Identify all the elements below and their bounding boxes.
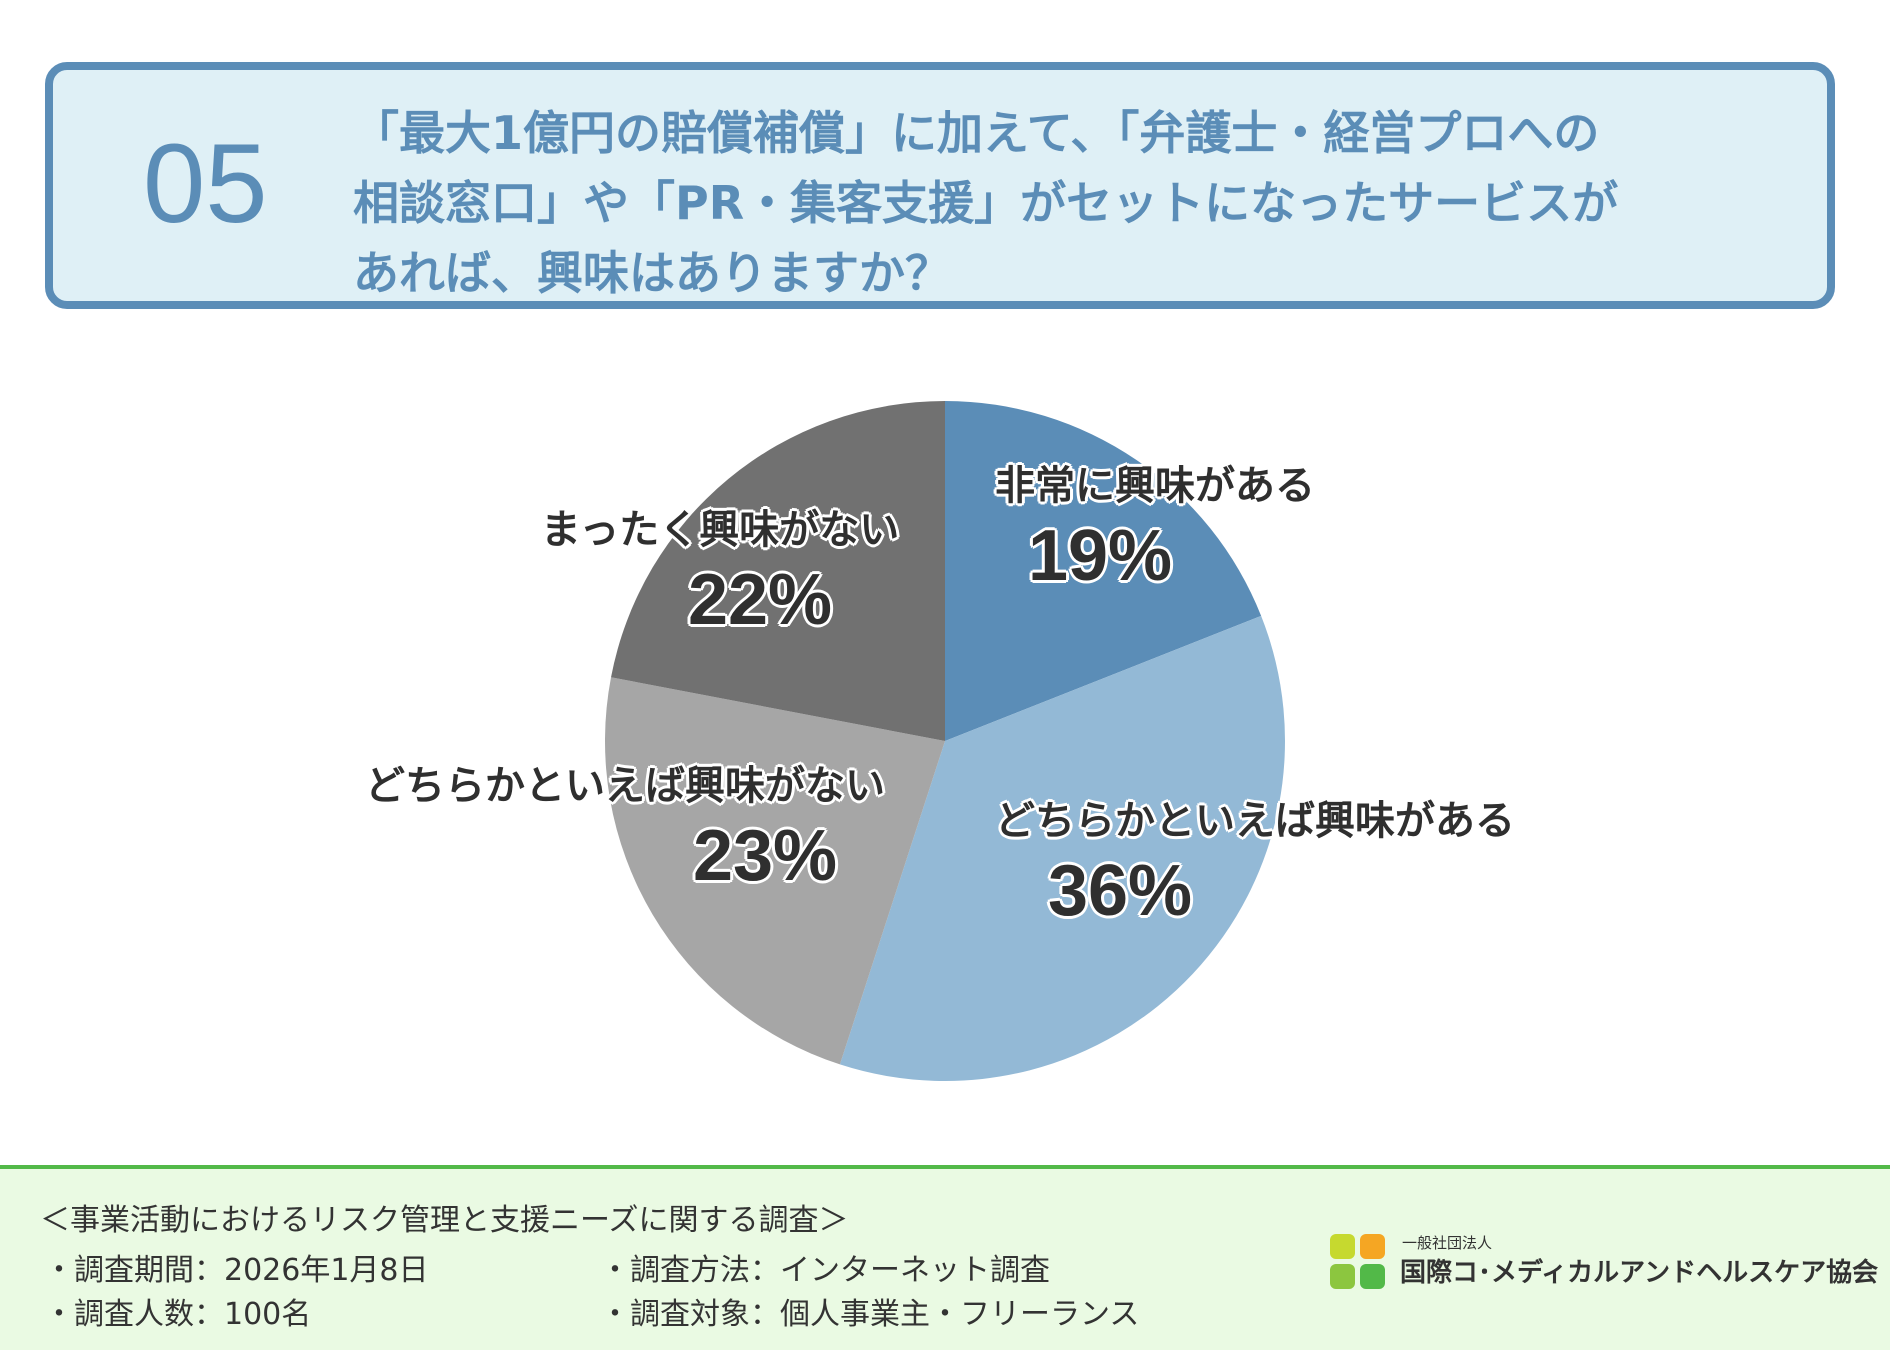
- pie-chart: [604, 401, 1285, 1082]
- org-logo: 一般社団法人 国際コ･メディカルアンドヘルスケア協会: [1330, 1234, 1878, 1304]
- survey-method: ・調査方法：インターネット調査: [600, 1253, 1050, 1288]
- org-name: 国際コ･メディカルアンドヘルスケア協会: [1400, 1258, 1879, 1288]
- slice-name-somewhat-interested: どちらかといえば興味がある: [995, 798, 1515, 844]
- slice-percent-very-interested: 19%: [1027, 516, 1173, 596]
- logo-mark-icon: [1330, 1234, 1386, 1290]
- survey-target: ・調査対象：個人事業主・フリーランス: [600, 1297, 1140, 1332]
- question-text: 「最大1億円の賠償補償」に加えて、「弁護士・経営プロへの 相談窓口」や「PR・集…: [353, 98, 1793, 308]
- survey-period: ・調査期間：2026年1月8日: [44, 1253, 429, 1288]
- footer: ＜事業活動におけるリスク管理と支援ニーズに関する調査＞ ・調査期間：2026年1…: [0, 1165, 1890, 1350]
- slice-percent-somewhat-uninterested: 23%: [692, 816, 838, 896]
- question-line-2: 相談窓口」や「PR・集客支援」がセットになったサービスが: [353, 176, 1619, 230]
- slice-name-not-interested: まったく興味がない: [540, 507, 900, 553]
- slice-label-very-interested: 非常に興味がある 19%: [995, 460, 1315, 600]
- pie-slice-very-interested: [945, 401, 1262, 741]
- question-number: 05: [143, 121, 268, 246]
- pie-slice-somewhat-uninterested: [604, 677, 945, 1065]
- survey-respondents: ・調査人数：100名: [44, 1297, 312, 1332]
- pie-slice-not-interested: [611, 401, 945, 741]
- slice-percent-not-interested: 22%: [687, 560, 833, 640]
- slice-label-not-interested: まったく興味がない 22%: [541, 504, 899, 644]
- org-type: 一般社団法人: [1402, 1234, 1493, 1252]
- question-box: 05 「最大1億円の賠償補償」に加えて、「弁護士・経営プロへの 相談窓口」や「P…: [45, 62, 1835, 309]
- slice-label-somewhat-interested: どちらかといえば興味がある 36%: [995, 795, 1515, 935]
- survey-title: ＜事業活動におけるリスク管理と支援ニーズに関する調査＞: [40, 1203, 849, 1238]
- slice-label-somewhat-uninterested: どちらかといえば興味がない 23%: [365, 760, 885, 900]
- question-line-1: 「最大1億円の賠償補償」に加えて、「弁護士・経営プロへの: [353, 106, 1600, 160]
- slice-percent-somewhat-interested: 36%: [1047, 851, 1193, 931]
- slice-name-somewhat-uninterested: どちらかといえば興味がない: [365, 763, 885, 809]
- slice-name-very-interested: 非常に興味がある: [995, 463, 1315, 509]
- pie-slice-somewhat-interested: [839, 615, 1285, 1082]
- question-line-3: あれば、興味はありますか？: [353, 246, 951, 300]
